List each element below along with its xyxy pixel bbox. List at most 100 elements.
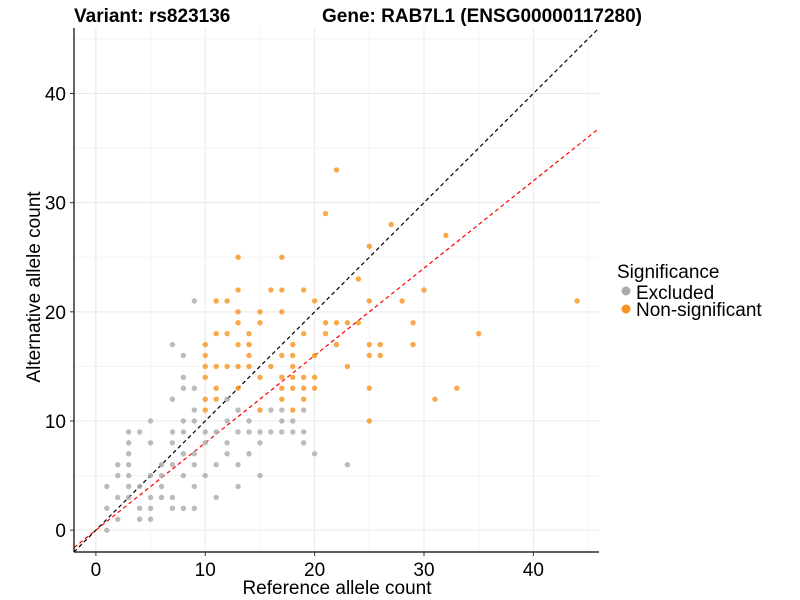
point-excluded: [136, 429, 143, 435]
point-non-significant: [311, 385, 318, 391]
point-excluded: [180, 418, 187, 424]
point-excluded: [279, 429, 285, 435]
point-non-significant: [366, 243, 373, 250]
point-non-significant: [246, 352, 252, 359]
point-non-significant: [235, 320, 241, 326]
point-non-significant: [432, 396, 438, 402]
point-excluded: [257, 440, 263, 446]
point-excluded: [235, 483, 241, 490]
point-non-significant: [290, 363, 296, 370]
point-non-significant: [311, 298, 318, 304]
point-non-significant: [235, 341, 241, 348]
point-excluded: [125, 451, 132, 457]
reference-line-identity: [73, 27, 600, 553]
legend-label-excluded: Excluded: [636, 283, 714, 304]
point-non-significant: [388, 221, 394, 228]
point-non-significant: [443, 232, 449, 239]
point-excluded: [235, 429, 241, 435]
point-non-significant: [268, 287, 274, 293]
point-non-significant: [279, 374, 285, 381]
point-excluded: [300, 407, 307, 413]
point-non-significant: [235, 309, 241, 315]
point-non-significant: [574, 298, 580, 304]
point-non-significant: [366, 298, 373, 304]
point-excluded: [180, 385, 187, 391]
point-non-significant: [475, 330, 482, 337]
point-excluded: [125, 483, 132, 490]
point-non-significant: [279, 309, 285, 315]
point-excluded: [213, 494, 219, 501]
chart-title-gene: Gene: RAB7L1 (ENSG00000117280): [322, 6, 642, 27]
point-excluded: [191, 451, 198, 457]
data-points: [104, 167, 580, 533]
point-excluded: [191, 298, 198, 304]
point-excluded: [169, 461, 176, 468]
point-non-significant: [300, 287, 307, 293]
point-non-significant: [300, 330, 307, 337]
point-non-significant: [290, 352, 296, 359]
point-non-significant: [279, 396, 285, 402]
point-excluded: [191, 505, 198, 512]
point-excluded: [224, 418, 230, 424]
point-non-significant: [235, 385, 241, 391]
point-excluded: [191, 461, 198, 468]
point-non-significant: [454, 385, 460, 391]
point-non-significant: [279, 254, 285, 260]
point-non-significant: [322, 210, 329, 217]
y-tick-label: 30: [45, 194, 66, 215]
point-excluded: [300, 429, 307, 435]
point-excluded: [147, 418, 154, 424]
point-non-significant: [366, 352, 373, 359]
point-excluded: [290, 418, 296, 424]
point-non-significant: [235, 287, 241, 293]
x-axis-label: Reference allele count: [242, 578, 432, 599]
point-excluded: [115, 494, 121, 501]
point-non-significant: [399, 298, 405, 304]
point-excluded: [224, 396, 230, 402]
point-non-significant: [366, 341, 373, 348]
point-non-significant: [235, 254, 241, 260]
point-excluded: [125, 440, 132, 446]
point-excluded: [191, 418, 198, 424]
point-non-significant: [202, 374, 208, 381]
point-excluded: [180, 429, 187, 435]
point-excluded: [169, 429, 176, 435]
point-excluded: [213, 461, 219, 468]
point-non-significant: [202, 341, 208, 348]
point-excluded: [180, 374, 187, 381]
point-non-significant: [344, 320, 351, 326]
point-non-significant: [290, 385, 296, 391]
point-excluded: [257, 429, 263, 435]
point-excluded: [279, 418, 285, 424]
point-non-significant: [246, 330, 252, 337]
point-non-significant: [213, 363, 219, 370]
point-excluded: [147, 472, 154, 479]
point-non-significant: [333, 341, 340, 348]
point-non-significant: [213, 330, 219, 337]
point-non-significant: [366, 385, 373, 391]
point-non-significant: [246, 341, 252, 348]
point-non-significant: [290, 341, 296, 348]
point-excluded: [235, 407, 241, 413]
x-tick-label: 20: [304, 560, 325, 581]
point-non-significant: [279, 352, 285, 359]
point-non-significant: [377, 341, 383, 348]
reference-line-expected: [73, 127, 600, 549]
point-excluded: [169, 505, 176, 512]
point-excluded: [202, 472, 208, 479]
point-non-significant: [421, 287, 427, 293]
point-excluded: [180, 472, 187, 479]
y-tick-label: 40: [45, 85, 66, 106]
point-excluded: [158, 461, 165, 468]
point-non-significant: [202, 407, 208, 413]
point-excluded: [224, 440, 230, 446]
point-non-significant: [311, 352, 318, 359]
tick-labels: 0 10 20 30 40 0 10 20 30 40: [45, 85, 544, 582]
y-tick-label: 0: [55, 521, 66, 542]
x-tick-label: 10: [195, 560, 216, 581]
point-excluded: [104, 527, 110, 533]
point-non-significant: [246, 363, 252, 370]
point-excluded: [136, 516, 143, 522]
x-tick-label: 30: [413, 560, 434, 581]
